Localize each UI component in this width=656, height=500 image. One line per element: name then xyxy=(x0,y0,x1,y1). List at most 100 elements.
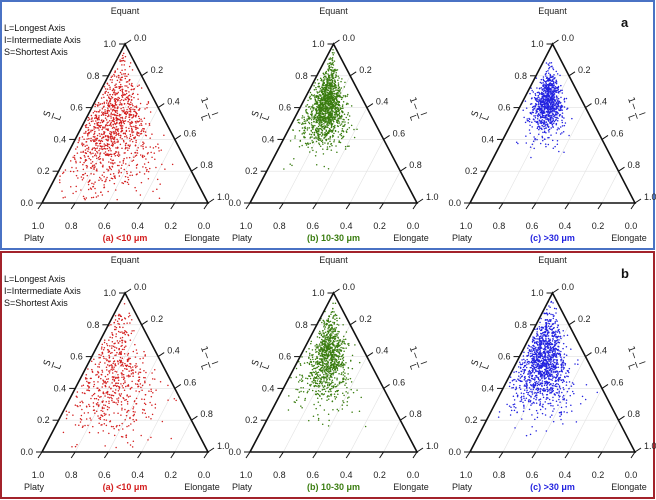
scatter-point xyxy=(88,405,91,408)
scatter-point xyxy=(351,354,354,357)
scatter-point xyxy=(135,105,138,107)
scatter-point xyxy=(329,366,332,369)
scatter-point xyxy=(544,100,547,102)
scatter-point xyxy=(558,100,561,103)
scatter-point xyxy=(117,172,120,174)
scatter-point xyxy=(351,367,354,370)
scatter-point xyxy=(146,103,148,106)
scatter-point xyxy=(306,103,309,106)
scatter-point xyxy=(540,120,542,123)
scatter-point xyxy=(542,76,545,78)
scatter-point xyxy=(106,364,109,366)
scatter-point xyxy=(325,91,327,93)
scatter-point xyxy=(320,90,322,92)
scatter-point xyxy=(310,342,312,345)
scatter-point xyxy=(332,372,334,374)
scatter-point xyxy=(308,127,311,129)
scatter-point xyxy=(101,369,103,372)
scatter-point xyxy=(346,93,349,96)
scatter-point xyxy=(138,378,141,381)
scatter-point xyxy=(98,158,100,161)
scatter-point xyxy=(96,170,98,172)
scatter-point xyxy=(330,111,332,113)
scatter-point xyxy=(327,97,329,99)
scatter-point xyxy=(559,74,561,77)
scatter-point xyxy=(141,398,143,400)
scatter-point xyxy=(113,412,115,414)
scatter-point xyxy=(318,118,321,121)
scatter-point xyxy=(106,344,109,347)
scatter-point xyxy=(112,345,115,348)
scatter-point xyxy=(130,84,133,86)
scatter-point xyxy=(110,387,112,390)
scatter-point xyxy=(342,359,345,362)
scatter-point xyxy=(79,401,81,403)
scatter-point xyxy=(319,377,321,379)
scatter-point xyxy=(121,96,124,98)
scatter-point xyxy=(124,340,126,342)
scatter-point xyxy=(144,377,146,379)
scatter-point xyxy=(125,330,127,333)
scatter-point xyxy=(96,402,99,404)
scatter-point xyxy=(105,112,107,114)
scatter-point xyxy=(531,111,533,114)
scatter-point xyxy=(112,123,114,126)
scatter-point xyxy=(333,94,335,97)
scatter-point xyxy=(92,112,95,114)
scatter-point xyxy=(533,136,535,138)
scatter-point xyxy=(120,352,123,354)
scatter-point xyxy=(98,404,100,406)
scatter-point xyxy=(538,133,540,135)
scatter-point xyxy=(543,94,546,97)
scatter-point xyxy=(61,190,63,192)
scatter-point xyxy=(113,360,115,363)
scatter-point xyxy=(93,397,96,400)
scatter-point xyxy=(337,90,339,92)
legend-longest-axis: L=Longest Axis xyxy=(4,23,66,33)
scatter-point xyxy=(342,100,345,103)
scatter-point xyxy=(131,82,133,85)
left-tick-label: 0.8 xyxy=(514,71,527,81)
scatter-point xyxy=(109,79,112,81)
scatter-point xyxy=(117,399,119,402)
right-tick-mark xyxy=(207,447,215,453)
right-tick-mark xyxy=(141,71,148,77)
scatter-point xyxy=(337,79,339,82)
scatter-point xyxy=(537,107,540,110)
scatter-point xyxy=(334,313,337,316)
scatter-point xyxy=(544,125,546,127)
scatter-point xyxy=(324,95,326,97)
scatter-point xyxy=(548,106,550,109)
scatter-point xyxy=(113,99,116,101)
scatter-point xyxy=(318,363,321,365)
scatter-point xyxy=(331,83,333,85)
scatter-point xyxy=(133,96,135,99)
scatter-point xyxy=(145,146,147,148)
scatter-point xyxy=(335,93,337,95)
right-tick-label: 0.6 xyxy=(393,128,406,138)
scatter-point xyxy=(536,97,539,99)
scatter-point xyxy=(540,99,542,102)
scatter-point xyxy=(127,120,129,123)
scatter-point xyxy=(548,79,551,82)
scatter-point xyxy=(114,84,116,87)
right-tick-label: 0.6 xyxy=(184,377,197,387)
scatter-point xyxy=(118,424,121,427)
scatter-point xyxy=(305,351,308,353)
scatter-point xyxy=(92,196,95,199)
scatter-point xyxy=(74,404,77,406)
scatter-point xyxy=(334,83,337,86)
scatter-point xyxy=(118,175,121,177)
scatter-point xyxy=(542,112,545,114)
right-tick-mark xyxy=(207,198,215,204)
scatter-point xyxy=(129,395,131,398)
scatter-point xyxy=(305,108,308,111)
scatter-point xyxy=(311,354,313,357)
scatter-point xyxy=(95,155,98,157)
scatter-point xyxy=(97,399,100,401)
scatter-point xyxy=(101,407,104,410)
scatter-point xyxy=(86,389,88,391)
scatter-point xyxy=(308,419,310,422)
scatter-point xyxy=(515,141,518,144)
scatter-point xyxy=(74,424,77,426)
